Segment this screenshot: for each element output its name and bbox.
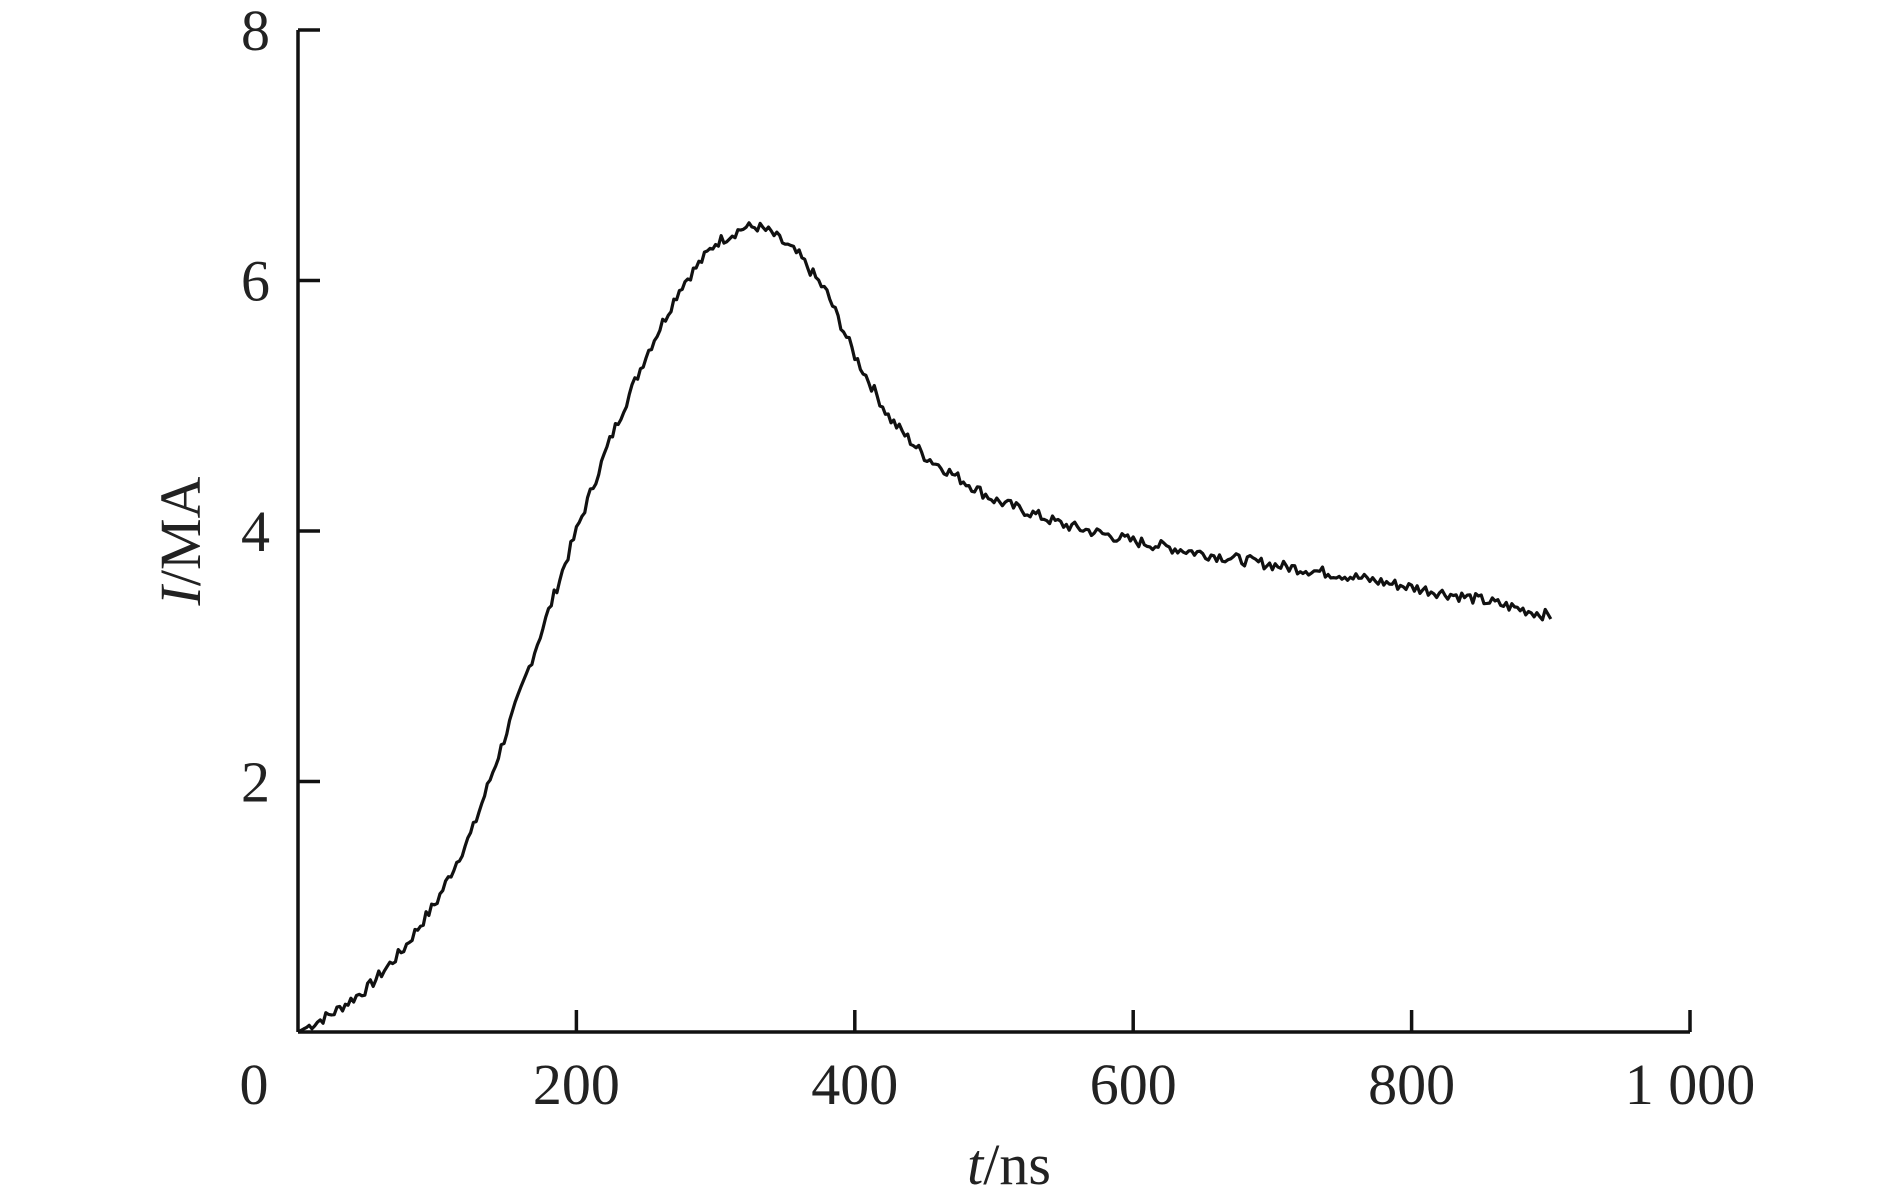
x-tick-label: 0 [240,1052,269,1117]
y-axis-unit: /MA [148,476,213,586]
x-tick-label: 200 [533,1052,620,1117]
x-tick-label: 1 000 [1625,1052,1756,1117]
x-axis-title: t/ns [967,1132,1051,1197]
x-axis-variable: t [967,1132,985,1197]
x-tick-label: 800 [1368,1052,1455,1117]
current-series-line [297,221,1553,1034]
y-ticks: 2 4 6 8 [241,0,320,815]
x-ticks: 0 200 400 600 800 1 000 [240,1010,1756,1117]
series-layer [297,221,1553,1034]
x-tick-label: 600 [1090,1052,1177,1117]
y-tick-label: 4 [241,499,270,564]
x-axis-unit: /ns [983,1132,1051,1197]
y-axis-variable: I [148,583,213,606]
y-tick-label: 8 [241,0,270,63]
y-tick-label: 2 [241,750,270,815]
y-axis-title: I/MA [148,476,213,606]
x-tick-label: 400 [811,1052,898,1117]
y-tick-label: 6 [241,249,270,314]
